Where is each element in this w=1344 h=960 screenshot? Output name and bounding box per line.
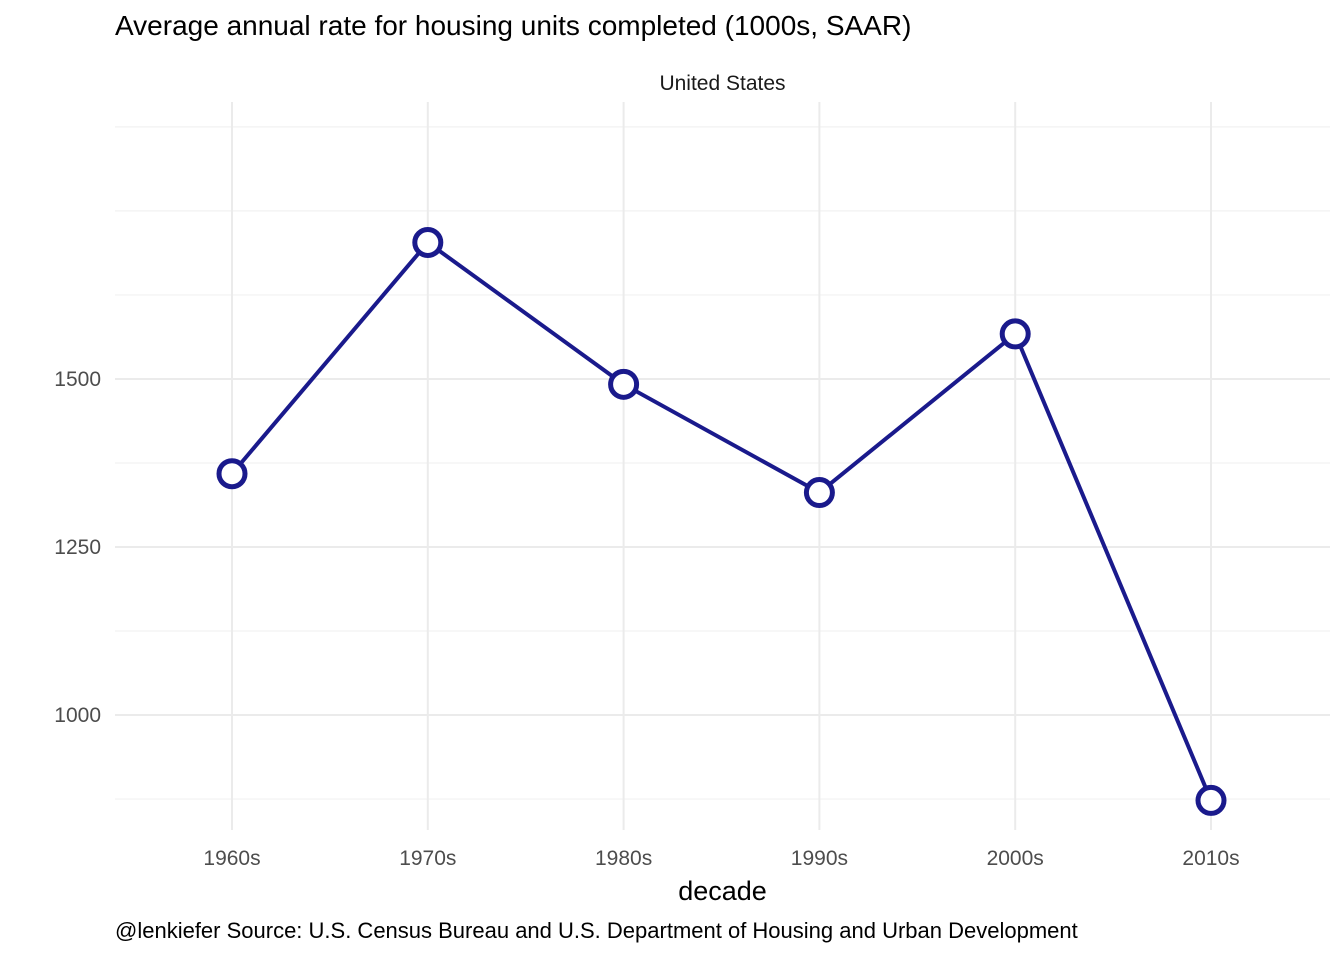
x-axis-ticks: 1960s 1970s 1980s 1990s 2000s 2010s xyxy=(203,847,1239,870)
data-point-2000s xyxy=(999,318,1031,350)
facet-strip-label: United States xyxy=(659,72,785,95)
chart-title: Average annual rate for housing units co… xyxy=(115,10,912,41)
data-point-1960s xyxy=(216,458,248,490)
data-point-1980s xyxy=(608,368,640,400)
series-line-path xyxy=(230,240,1213,802)
data-point-1990s xyxy=(803,477,835,509)
series-points xyxy=(216,226,1227,816)
data-point-2010s xyxy=(1195,784,1227,816)
gridlines xyxy=(115,102,1330,830)
x-tick-label: 2010s xyxy=(1182,847,1239,870)
x-tick-label: 1970s xyxy=(399,847,456,870)
y-tick-label: 1000 xyxy=(54,704,101,727)
y-tick-label: 1250 xyxy=(54,536,101,559)
x-tick-label: 2000s xyxy=(987,847,1044,870)
data-point-1970s xyxy=(412,226,444,258)
chart-caption: @lenkiefer Source: U.S. Census Bureau an… xyxy=(115,918,1078,943)
x-tick-label: 1960s xyxy=(203,847,260,870)
series-line xyxy=(230,240,1213,802)
x-axis-label: decade xyxy=(678,876,767,906)
y-axis-ticks: 1000 1250 1500 xyxy=(54,368,101,727)
y-tick-label: 1500 xyxy=(54,368,101,391)
x-tick-label: 1990s xyxy=(791,847,848,870)
x-tick-label: 1980s xyxy=(595,847,652,870)
